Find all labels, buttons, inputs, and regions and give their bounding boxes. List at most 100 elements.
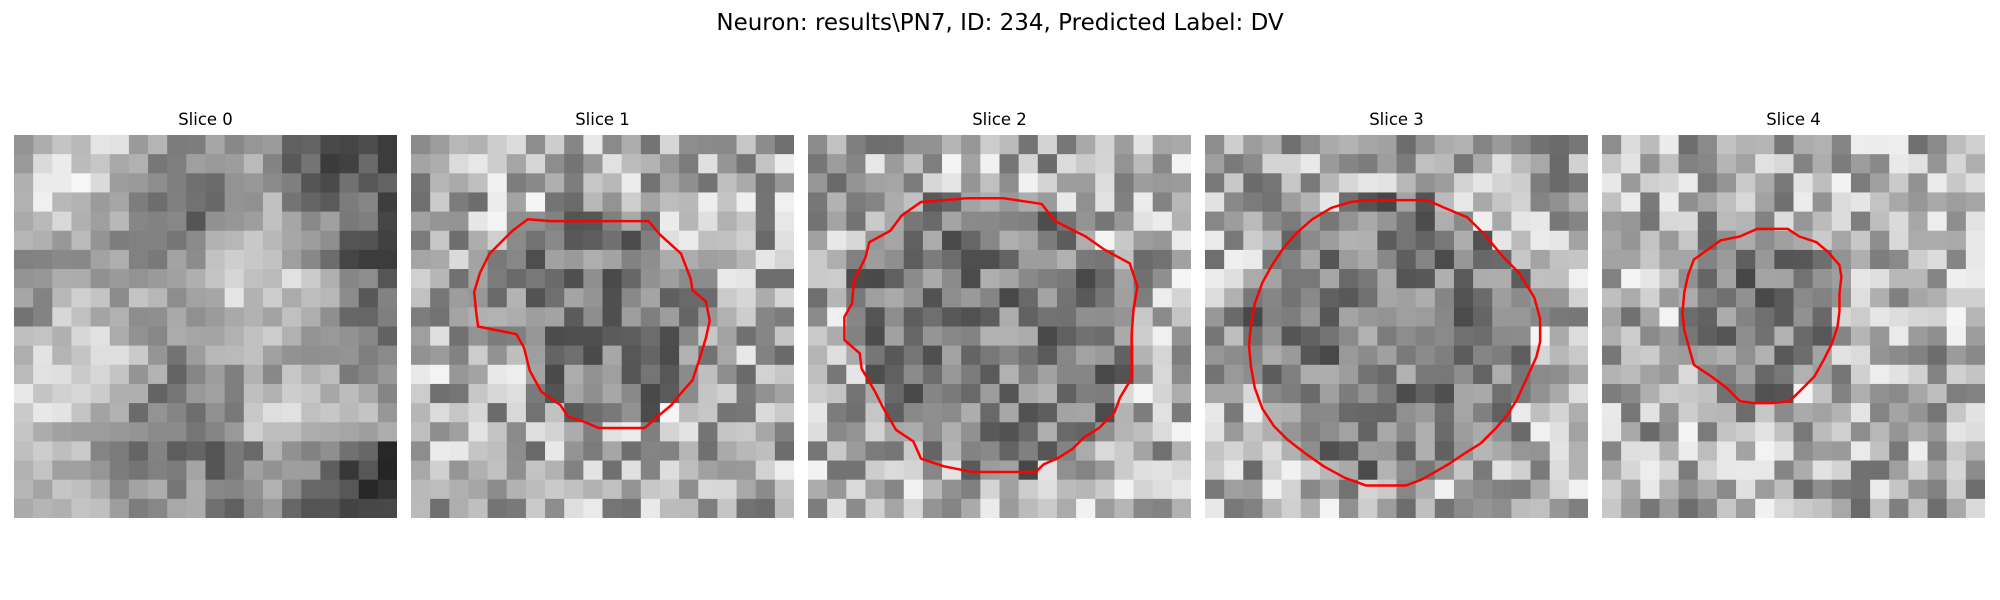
image-pixel [1396, 173, 1417, 193]
image-pixel [827, 154, 847, 174]
image-pixel [1434, 135, 1455, 155]
image-pixel [468, 249, 488, 270]
image-pixel [583, 135, 603, 155]
image-pixel [736, 383, 757, 404]
image-pixel [564, 173, 584, 193]
image-pixel [846, 173, 866, 193]
image-pixel [698, 249, 718, 270]
image-pixel [1511, 326, 1531, 347]
image-pixel [487, 364, 508, 385]
image-pixel [1793, 307, 1814, 327]
image-pixel [224, 135, 245, 155]
image-pixel [1243, 230, 1263, 251]
image-pixel [1774, 460, 1794, 481]
image-pixel [1831, 211, 1852, 232]
image-pixel [282, 192, 302, 212]
image-pixel [186, 307, 206, 327]
image-pixel [167, 326, 187, 347]
image-pixel [430, 288, 450, 308]
image-pixel [1774, 498, 1794, 518]
image-pixel [903, 211, 924, 232]
image-pixel [1831, 173, 1852, 193]
image-pixel [128, 135, 149, 155]
image-pixel [1736, 479, 1756, 500]
image-pixel [1659, 441, 1679, 461]
image-pixel [109, 383, 130, 404]
image-pixel [1056, 364, 1077, 385]
image-pixel [411, 173, 431, 193]
image-pixel [1300, 192, 1321, 212]
image-pixel [659, 326, 680, 347]
image-pixel [90, 269, 111, 289]
image-pixel [1224, 479, 1244, 500]
image-pixel [282, 249, 302, 270]
image-pixel [1262, 211, 1282, 232]
image-pixel [659, 154, 680, 174]
image-pixel [52, 307, 72, 327]
image-pixel [1377, 460, 1397, 481]
image-pixel [148, 211, 168, 232]
slice-image-4 [1602, 135, 1985, 518]
image-pixel [1850, 154, 1871, 174]
image-pixel [755, 498, 776, 518]
image-pixel [1908, 173, 1928, 193]
image-pixel [411, 460, 431, 481]
image-pixel [487, 498, 508, 518]
image-pixel [1453, 135, 1474, 155]
image-pixel [545, 288, 565, 308]
image-pixel [621, 192, 642, 212]
image-pixel [167, 441, 187, 461]
image-pixel [1640, 383, 1660, 404]
image-pixel [358, 403, 379, 423]
image-pixel [1339, 441, 1359, 461]
image-pixel [52, 403, 72, 423]
image-pixel [846, 383, 866, 404]
image-pixel [52, 230, 72, 251]
image-pixel [1889, 307, 1909, 327]
image-pixel [224, 498, 245, 518]
image-pixel [1831, 460, 1852, 481]
image-pixel [243, 211, 264, 232]
image-pixel [640, 230, 661, 251]
image-pixel [1492, 135, 1512, 155]
image-pixel [449, 173, 469, 193]
image-pixel [224, 192, 245, 212]
image-pixel [698, 364, 718, 385]
image-pixel [755, 288, 776, 308]
image-pixel [884, 345, 905, 366]
image-pixel [1358, 422, 1378, 442]
image-pixel [1473, 383, 1493, 404]
image-pixel [545, 364, 565, 385]
image-pixel [468, 383, 488, 404]
image-pixel [564, 230, 584, 251]
image-pixel [430, 307, 450, 327]
image-pixel [430, 211, 450, 232]
image-pixel [774, 498, 794, 518]
slice-title-4: Slice 4 [1766, 110, 1821, 129]
image-pixel [128, 364, 149, 385]
image-pixel [1549, 460, 1570, 481]
image-pixel [602, 441, 623, 461]
image-pixel [698, 326, 718, 347]
image-pixel [755, 479, 776, 500]
image-pixel [282, 288, 302, 308]
image-pixel [1621, 441, 1641, 461]
image-pixel [71, 383, 91, 404]
image-pixel [33, 479, 53, 500]
image-pixel [1831, 307, 1852, 327]
image-pixel [827, 230, 847, 251]
image-pixel [1114, 326, 1134, 347]
image-pixel [14, 403, 34, 423]
image-pixel [545, 345, 565, 366]
image-pixel [1568, 288, 1588, 308]
image-pixel [1434, 479, 1455, 500]
image-pixel [1377, 192, 1397, 212]
image-pixel [1659, 192, 1679, 212]
image-pixel [262, 498, 283, 518]
image-pixel [1621, 383, 1641, 404]
image-pixel [922, 403, 943, 423]
image-pixel [1602, 307, 1622, 327]
image-pixel [922, 383, 943, 404]
image-pixel [301, 498, 321, 518]
image-pixel [109, 307, 130, 327]
